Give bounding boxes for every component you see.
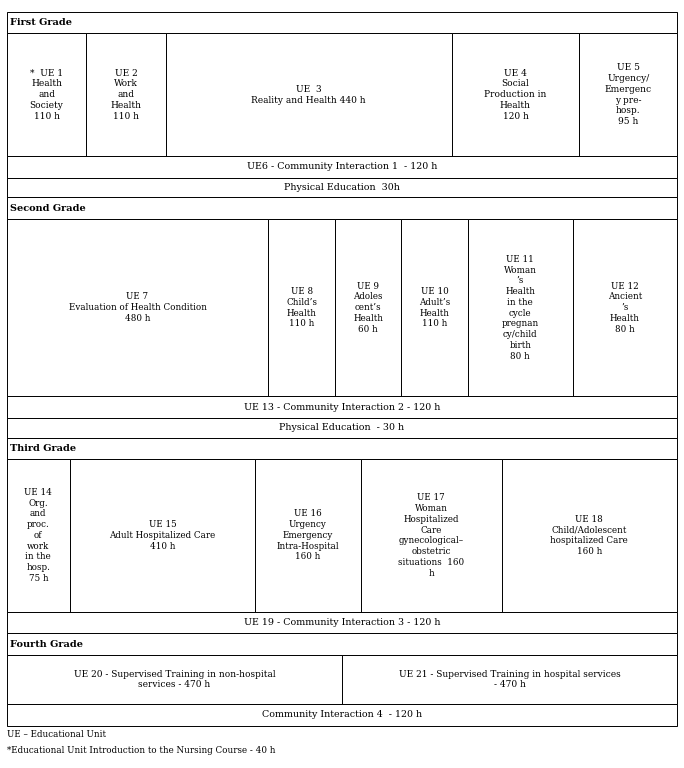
Text: UE 9
Adoles
cent’s
Health
60 h: UE 9 Adoles cent’s Health 60 h [353,282,383,333]
Text: UE 10
Adult’s
Health
110 h: UE 10 Adult’s Health 110 h [419,287,450,328]
Bar [268,219,335,396]
Bar [468,219,573,396]
Bar [7,611,677,634]
Text: Third Grade: Third Grade [10,444,76,453]
Bar [70,459,255,611]
Text: UE 13 - Community Interaction 2 - 120 h: UE 13 - Community Interaction 2 - 120 h [244,402,440,412]
Text: UE 4
Social
Production in
Health
120 h: UE 4 Social Production in Health 120 h [484,68,547,121]
Bar [360,459,501,611]
Text: Physical Education  - 30 h: Physical Education - 30 h [280,423,404,432]
Bar [501,459,677,611]
Bar [7,156,677,177]
Bar [342,655,677,704]
Text: UE 17
Woman
Hospitalized
Care
gynecological–
obstetric
situations  160
h: UE 17 Woman Hospitalized Care gynecologi… [398,493,464,578]
Bar [7,12,677,33]
Bar [7,33,86,156]
Text: UE  3
Reality and Health 440 h: UE 3 Reality and Health 440 h [251,84,366,104]
Text: Physical Education  30h: Physical Education 30h [284,183,400,192]
Text: *Educational Unit Introduction to the Nursing Course - 40 h: *Educational Unit Introduction to the Nu… [7,746,276,756]
Text: UE 12
Ancient
’s
Health
80 h: UE 12 Ancient ’s Health 80 h [608,282,642,333]
Text: UE 5
Urgency/
Emergenc
y pre-
hosp.
95 h: UE 5 Urgency/ Emergenc y pre- hosp. 95 h [605,63,652,126]
Bar [7,634,677,655]
Bar [401,219,468,396]
Bar [579,33,677,156]
Text: UE 14
Org.
and
proc.
of
work
in the
hosp.
75 h: UE 14 Org. and proc. of work in the hosp… [25,488,52,583]
Text: UE 19 - Community Interaction 3 - 120 h: UE 19 - Community Interaction 3 - 120 h [244,618,440,627]
Text: UE 15
Adult Hospitalized Care
410 h: UE 15 Adult Hospitalized Care 410 h [109,520,215,551]
Bar [7,418,677,438]
Text: Fourth Grade: Fourth Grade [10,640,83,649]
Bar [7,197,677,219]
Text: Community Interaction 4  - 120 h: Community Interaction 4 - 120 h [262,710,422,720]
Bar [7,396,677,418]
Text: First Grade: First Grade [10,18,72,27]
Text: UE 20 - Supervised Training in non-hospital
services - 470 h: UE 20 - Supervised Training in non-hospi… [74,670,275,690]
Text: UE – Educational Unit: UE – Educational Unit [7,730,106,739]
Bar [7,438,677,459]
Text: UE 8
Child’s
Health
110 h: UE 8 Child’s Health 110 h [287,287,317,328]
Bar [335,219,401,396]
Text: UE 18
Child/Adolescent
hospitalized Care
160 h: UE 18 Child/Adolescent hospitalized Care… [551,515,628,556]
Text: UE6 - Community Interaction 1  - 120 h: UE6 - Community Interaction 1 - 120 h [247,163,437,171]
Text: UE 16
Urgency
Emergency
Intra-Hospital
160 h: UE 16 Urgency Emergency Intra-Hospital 1… [276,509,339,561]
Text: UE 7
Evaluation of Health Condition
480 h: UE 7 Evaluation of Health Condition 480 … [68,293,207,323]
Text: UE 2
Work
and
Health
110 h: UE 2 Work and Health 110 h [111,68,142,121]
Bar [255,459,360,611]
Text: UE 11
Woman
’s
Health
in the
cycle
pregnan
cy/child
birth
80 h: UE 11 Woman ’s Health in the cycle pregn… [501,255,539,360]
Text: UE 21 - Supervised Training in hospital services
- 470 h: UE 21 - Supervised Training in hospital … [399,670,620,690]
Bar [7,655,342,704]
Text: Second Grade: Second Grade [10,204,86,213]
Bar [7,177,677,197]
Bar [7,219,268,396]
Bar [573,219,677,396]
Bar [86,33,166,156]
Bar [451,33,579,156]
Bar [7,704,677,726]
Text: *  UE 1
Health
and
Society
110 h: * UE 1 Health and Society 110 h [29,68,64,121]
Bar [7,459,70,611]
Bar [166,33,451,156]
